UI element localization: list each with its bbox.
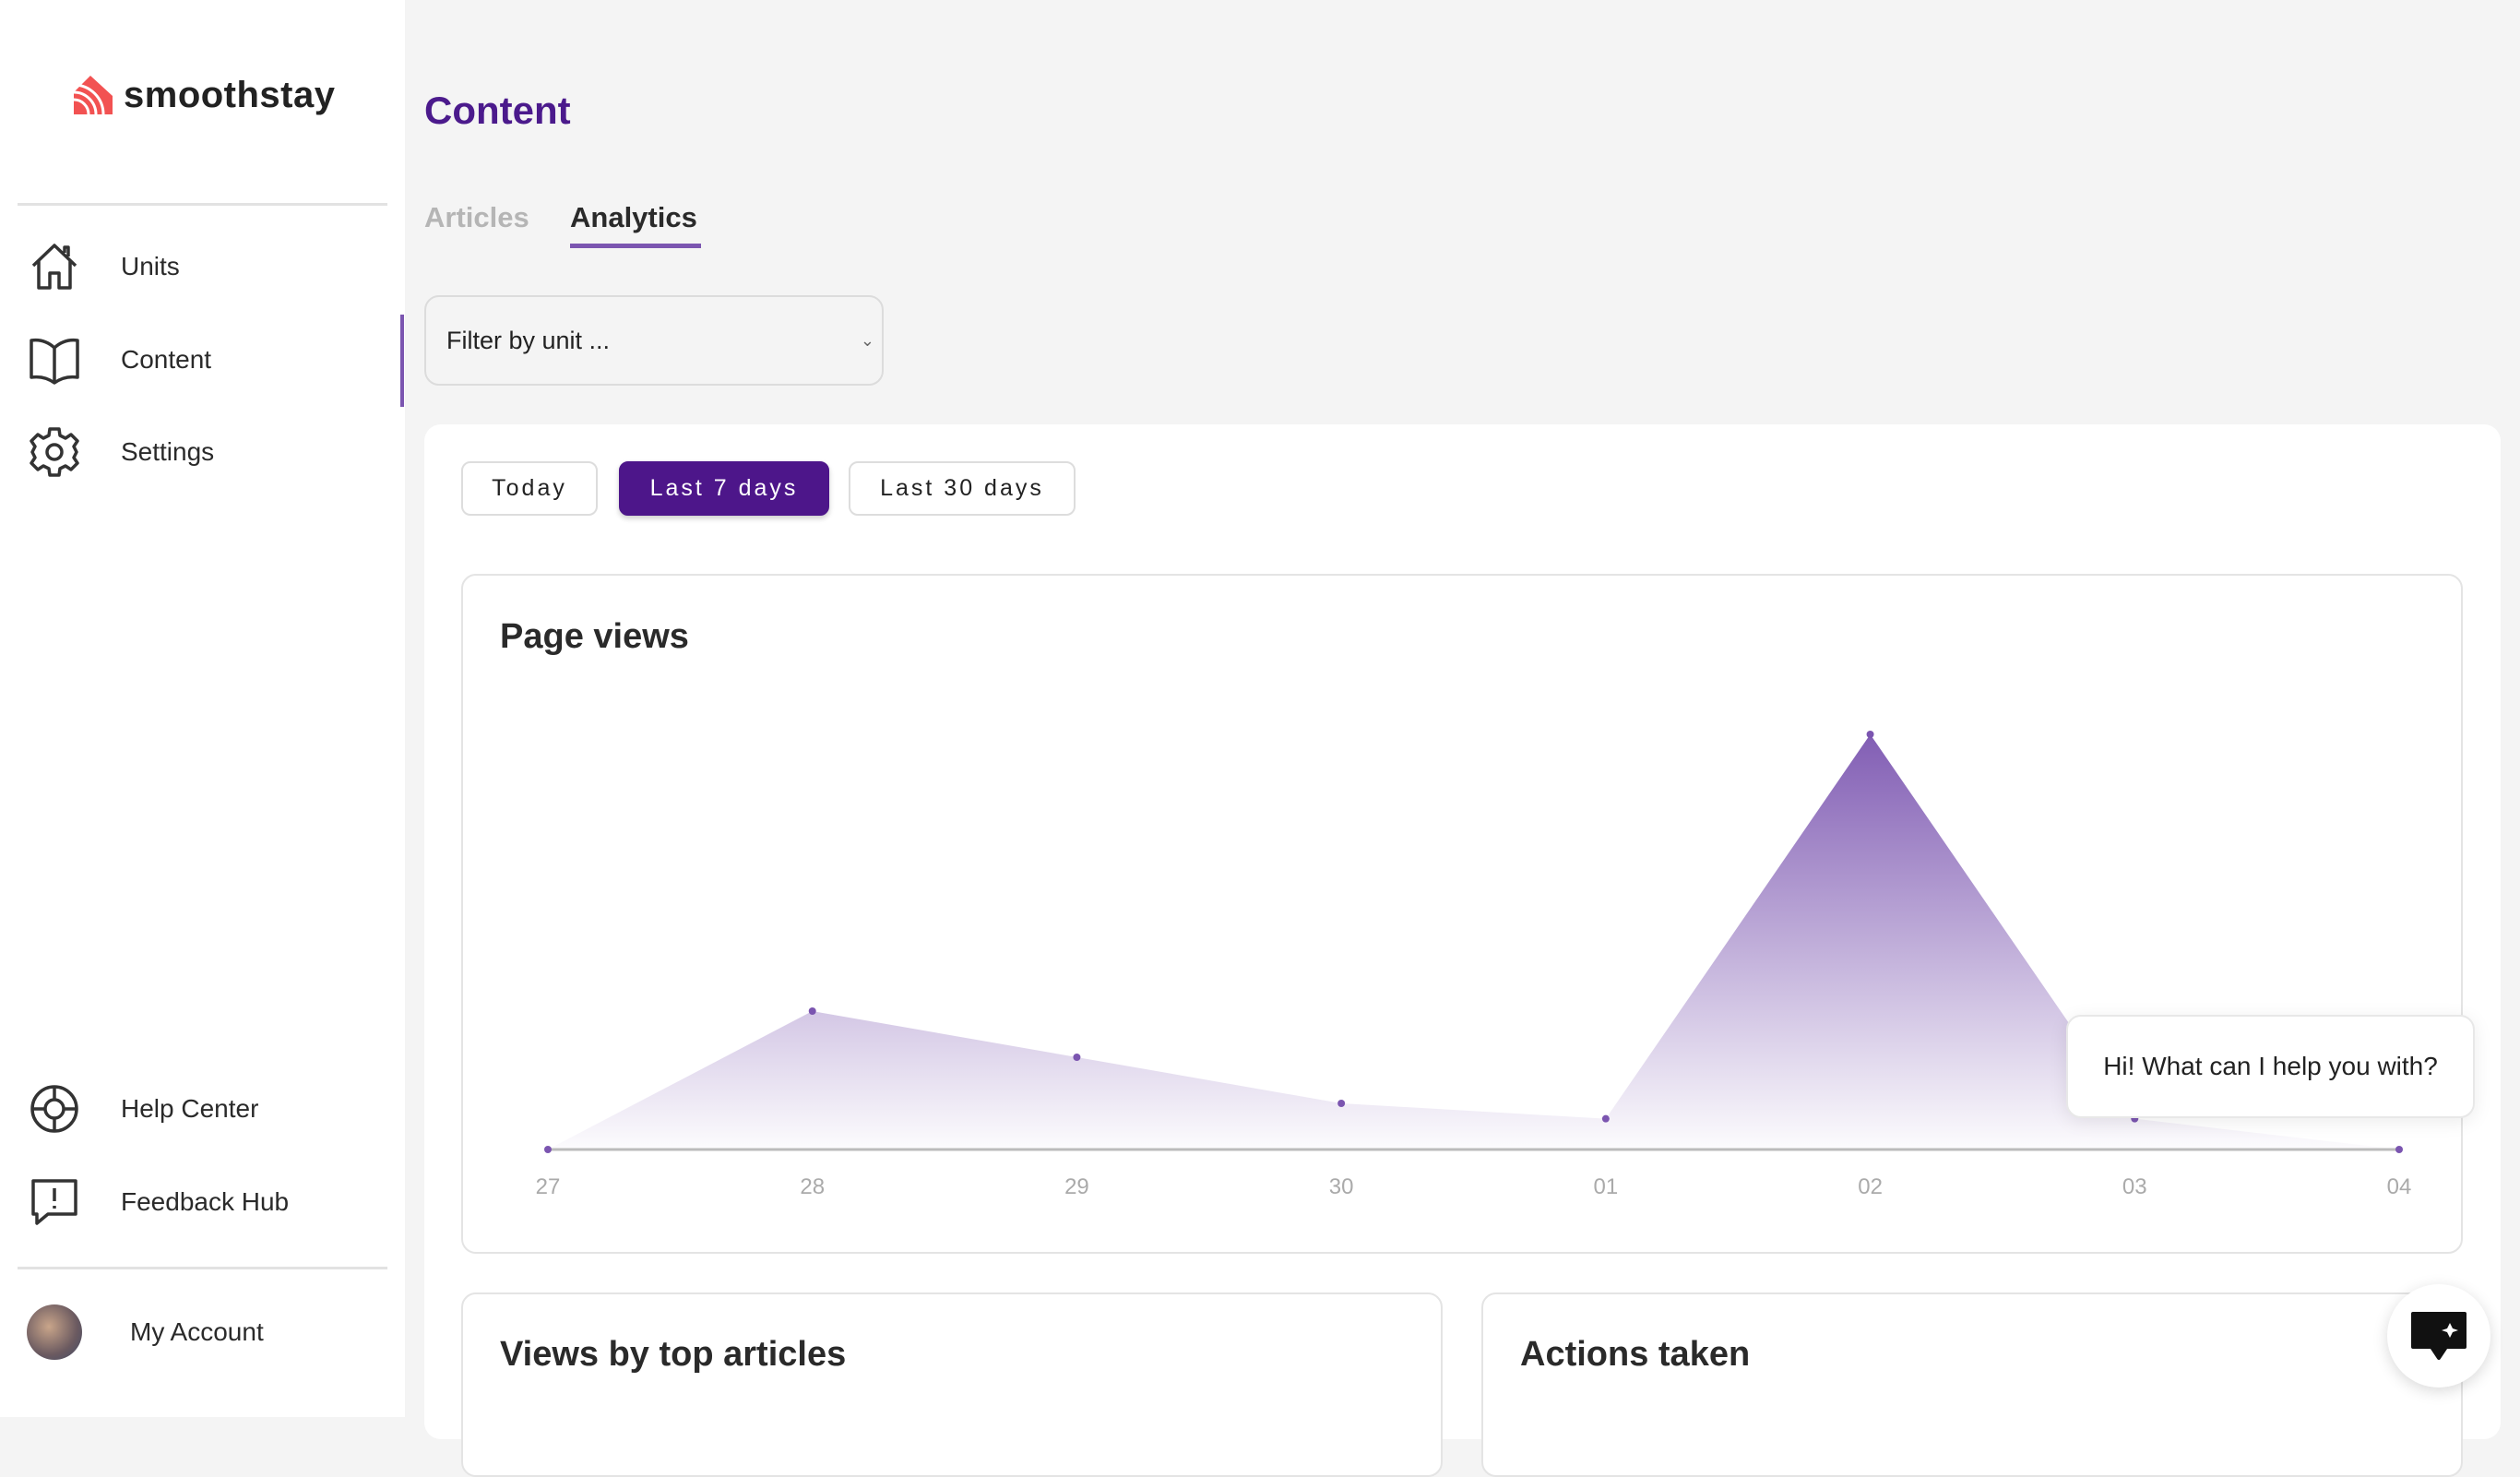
my-account-link[interactable]: My Account: [0, 1295, 405, 1369]
active-tab-underline: [570, 244, 701, 248]
filter-placeholder: Filter by unit ...: [446, 326, 611, 354]
gear-icon: [30, 427, 79, 477]
sidebar-item-units[interactable]: Units: [0, 230, 405, 304]
sidebar-item-help-center[interactable]: Help Center: [0, 1072, 405, 1146]
chat-greeting-text: Hi! What can I help you with?: [2103, 1052, 2438, 1080]
data-point[interactable]: [2395, 1146, 2403, 1153]
sidebar: smoothstay Units Content Settings Help C…: [0, 0, 405, 1417]
x-tick-label: 30: [1329, 1174, 1354, 1199]
x-tick-label: 02: [1858, 1174, 1883, 1199]
tab-analytics[interactable]: Analytics: [570, 201, 697, 233]
data-point[interactable]: [808, 1007, 816, 1015]
x-tick-label: 01: [1594, 1174, 1619, 1199]
chat-icon: [2411, 1312, 2467, 1360]
data-point[interactable]: [1337, 1100, 1346, 1107]
chat-greeting-bubble[interactable]: Hi! What can I help you with?: [2066, 1015, 2475, 1118]
divider: [18, 1267, 387, 1269]
x-tick-label: 03: [2122, 1174, 2147, 1199]
account-label: My Account: [130, 1317, 264, 1346]
chevron-down-icon: ⌄: [860, 330, 874, 350]
panel-title: Views by top articles: [500, 1335, 847, 1374]
divider: [18, 203, 387, 206]
x-tick-label: 27: [536, 1174, 561, 1199]
logo-icon: [73, 76, 113, 115]
data-point[interactable]: [1601, 1114, 1610, 1123]
x-tick-label: 04: [2387, 1174, 2412, 1199]
brand-name: smoothstay: [124, 74, 336, 115]
active-indicator: [400, 315, 404, 407]
sidebar-item-label: Feedback Hub: [121, 1187, 290, 1216]
page-views-panel: Page views 27 28 29 30 01 02 03 04: [461, 574, 2463, 1254]
page-views-chart: 27 28 29 30 01 02 03 04: [536, 731, 2412, 1199]
home-icon: [31, 244, 77, 290]
filter-by-unit-select[interactable]: Filter by unit ... ⌄: [424, 295, 884, 386]
range-last-30-days-button[interactable]: Last 30 days: [849, 461, 1076, 516]
sidebar-item-content[interactable]: Content: [0, 323, 405, 397]
chat-launcher-button[interactable]: [2387, 1284, 2490, 1388]
data-point[interactable]: [1866, 731, 1874, 738]
sidebar-item-label: Units: [121, 252, 180, 280]
x-tick-label: 28: [800, 1174, 825, 1199]
top-articles-panel: Views by top articles: [461, 1292, 1443, 1477]
book-icon: [30, 338, 79, 385]
sidebar-item-settings[interactable]: Settings: [0, 415, 405, 489]
panel-title: Page views: [500, 617, 689, 656]
actions-taken-panel: Actions taken: [1481, 1292, 2463, 1477]
x-tick-label: 29: [1064, 1174, 1089, 1199]
page-title: Content: [424, 89, 571, 132]
range-last-7-days-button[interactable]: Last 7 days: [619, 461, 829, 516]
sidebar-item-feedback-hub[interactable]: Feedback Hub: [0, 1165, 405, 1239]
area-fill: [548, 734, 2399, 1149]
sidebar-item-label: Help Center: [121, 1094, 259, 1123]
sidebar-item-label: Content: [121, 345, 212, 374]
feedback-icon: [31, 1179, 77, 1225]
range-today-button[interactable]: Today: [461, 461, 598, 516]
tab-articles[interactable]: Articles: [424, 201, 529, 233]
sidebar-item-label: Settings: [121, 437, 215, 466]
lifebuoy-icon: [30, 1085, 78, 1133]
data-point[interactable]: [544, 1146, 552, 1153]
avatar[interactable]: [27, 1304, 82, 1360]
logo[interactable]: smoothstay: [72, 74, 336, 116]
panel-title: Actions taken: [1520, 1335, 1751, 1374]
data-point[interactable]: [1073, 1054, 1081, 1061]
